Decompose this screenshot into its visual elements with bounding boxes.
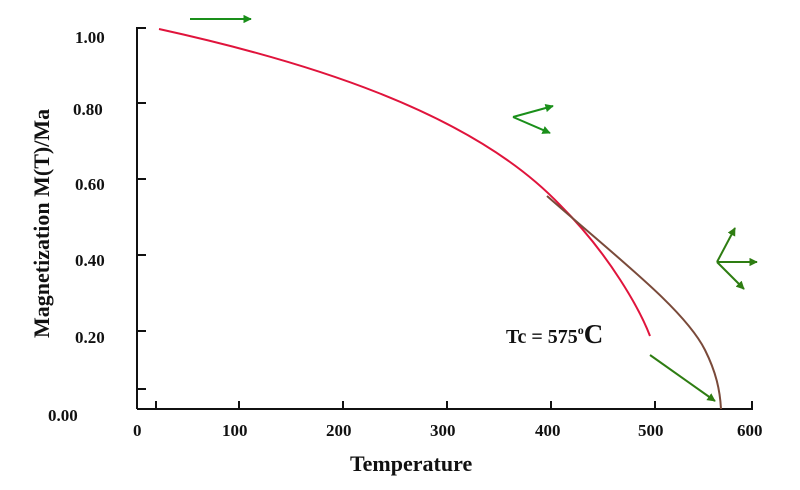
y-tick-label: 0.20 [75,328,105,347]
annotation-degree: o [578,323,584,337]
x-tick-label: 300 [430,421,456,440]
y-ticks: 1.00 0.80 0.60 0.40 0.20 0.00 [48,28,146,425]
x-ticks: 0 100 200 300 400 500 600 [133,401,763,440]
annotation-unit: C [584,319,604,349]
magnetization-curve [158,28,722,410]
y-tick-label: 0.80 [73,100,103,119]
y-tick-label: 0.40 [75,251,105,270]
x-tick-label: 0 [133,421,142,440]
annotation-text: Tc = 575 [506,326,578,348]
x-axis-title: Temperature [350,451,472,476]
curie-pointer-arrow [649,354,716,402]
y-axis-title: Magnetization M(T)/Ma [29,109,54,338]
x-tick-label: 100 [222,421,248,440]
x-tick-label: 400 [535,421,561,440]
y-tick-label: 1.00 [75,28,105,47]
y-tick-label: 0.60 [75,175,105,194]
x-tick-label: 200 [326,421,352,440]
y-tick-label: 0.00 [48,406,78,425]
curie-temperature-annotation: Tc = 575oC [506,319,603,349]
x-tick-label: 600 [737,421,763,440]
x-tick-label: 500 [638,421,664,440]
axes [136,27,753,410]
spin-arrows-double [512,103,554,134]
spin-arrows-triple [716,227,758,290]
